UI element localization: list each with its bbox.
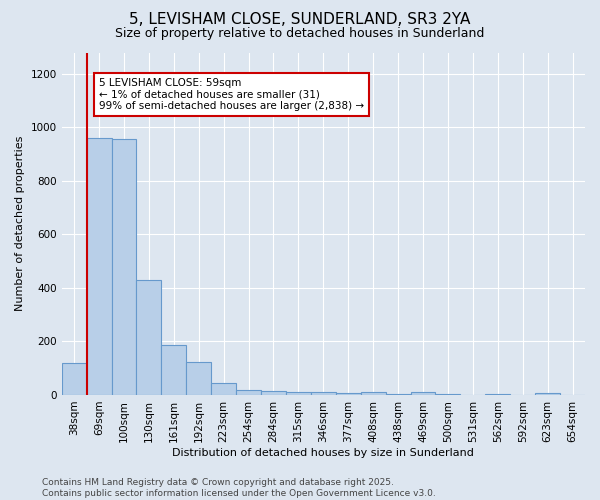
Bar bbox=[336, 393, 361, 395]
Bar bbox=[211, 383, 236, 395]
Text: 5 LEVISHAM CLOSE: 59sqm
← 1% of detached houses are smaller (31)
99% of semi-det: 5 LEVISHAM CLOSE: 59sqm ← 1% of detached… bbox=[99, 78, 364, 111]
Bar bbox=[410, 392, 436, 395]
Bar bbox=[286, 392, 311, 395]
Bar bbox=[311, 392, 336, 395]
Text: Contains HM Land Registry data © Crown copyright and database right 2025.
Contai: Contains HM Land Registry data © Crown c… bbox=[42, 478, 436, 498]
Bar bbox=[62, 363, 86, 395]
Text: Size of property relative to detached houses in Sunderland: Size of property relative to detached ho… bbox=[115, 28, 485, 40]
Bar bbox=[161, 346, 186, 395]
X-axis label: Distribution of detached houses by size in Sunderland: Distribution of detached houses by size … bbox=[172, 448, 474, 458]
Bar bbox=[186, 362, 211, 395]
Bar bbox=[535, 393, 560, 395]
Bar bbox=[485, 394, 510, 395]
Bar bbox=[386, 394, 410, 395]
Bar bbox=[112, 140, 136, 395]
Bar bbox=[136, 280, 161, 395]
Bar bbox=[261, 391, 286, 395]
Bar bbox=[86, 138, 112, 395]
Text: 5, LEVISHAM CLOSE, SUNDERLAND, SR3 2YA: 5, LEVISHAM CLOSE, SUNDERLAND, SR3 2YA bbox=[130, 12, 470, 28]
Bar bbox=[236, 390, 261, 395]
Bar bbox=[436, 394, 460, 395]
Y-axis label: Number of detached properties: Number of detached properties bbox=[15, 136, 25, 312]
Bar bbox=[361, 392, 386, 395]
